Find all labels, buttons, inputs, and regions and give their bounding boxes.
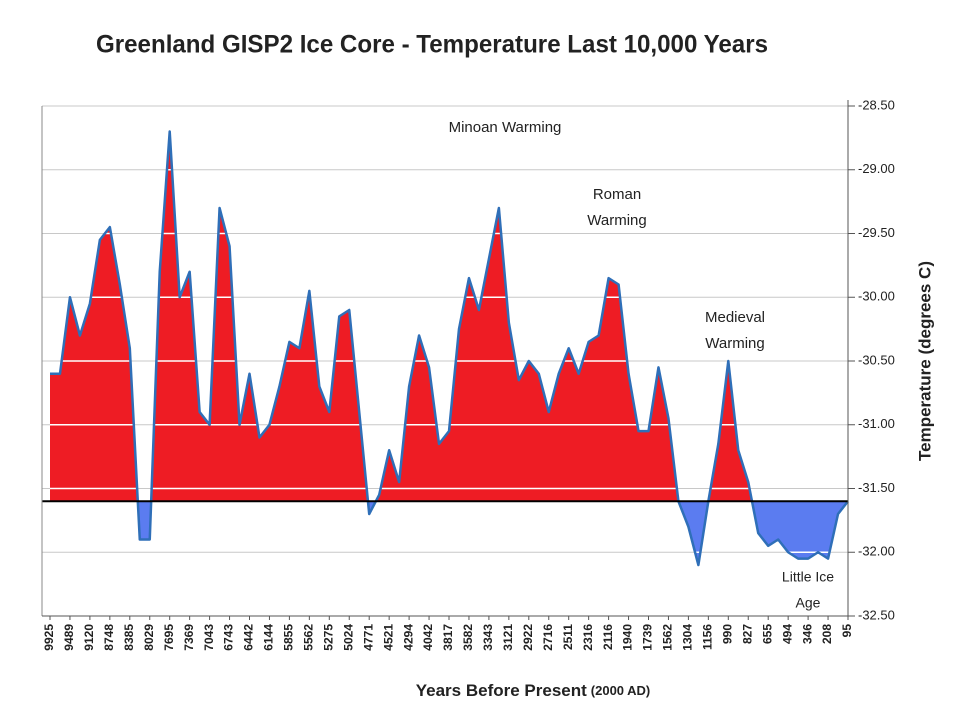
x-tick-label: 1562 xyxy=(661,624,675,651)
y-tick-label: -32.50 xyxy=(858,607,895,622)
x-tick-label: 2511 xyxy=(561,624,575,650)
x-tick-label: 5562 xyxy=(302,624,316,651)
x-tick-label: 5275 xyxy=(321,624,335,651)
x-tick-label: 1739 xyxy=(641,624,655,651)
x-tick-label: 827 xyxy=(740,624,754,644)
x-tick-label: 2116 xyxy=(601,624,615,650)
x-tick-label: 346 xyxy=(800,624,814,644)
annotation: Little Ice xyxy=(782,569,834,585)
y-tick-label: -31.50 xyxy=(858,480,895,495)
x-tick-label: 9489 xyxy=(62,624,76,651)
y-tick-label: -29.50 xyxy=(858,225,895,240)
y-axis-title: Temperature (degrees C) xyxy=(915,261,934,461)
x-tick-label: 7695 xyxy=(162,624,176,651)
x-tick-label: 1156 xyxy=(701,624,715,650)
x-tick-label: 494 xyxy=(780,624,794,644)
x-tick-label: 9120 xyxy=(82,624,96,651)
x-axis-note: (2000 AD) xyxy=(591,683,650,698)
x-tick-label: 3121 xyxy=(501,624,515,651)
x-tick-label: 4771 xyxy=(361,624,375,651)
temperature-line xyxy=(50,130,849,567)
x-tick-label: 5024 xyxy=(341,624,355,651)
annotation: Warming xyxy=(587,212,646,229)
area-below xyxy=(50,501,848,565)
chart-title: Greenland GISP2 Ice Core - Temperature L… xyxy=(96,31,768,59)
x-tick-label: 95 xyxy=(840,624,854,638)
x-tick-label: 3343 xyxy=(481,624,495,651)
y-tick-label: -29.00 xyxy=(858,161,895,176)
y-tick-label: -30.00 xyxy=(858,289,895,304)
x-tick-label: 2716 xyxy=(541,624,555,651)
x-tick-label: 208 xyxy=(820,624,834,644)
y-tick-label: -31.00 xyxy=(858,416,895,431)
x-tick-label: 2922 xyxy=(521,624,535,651)
x-tick-label: 3582 xyxy=(461,624,475,651)
x-tick-label: 7369 xyxy=(182,624,196,651)
x-tick-label: 7043 xyxy=(202,624,216,651)
x-tick-label: 8748 xyxy=(102,624,116,651)
y-tick-label: -30.50 xyxy=(858,352,895,367)
x-axis-title: Years Before Present (2000 AD) xyxy=(416,681,651,700)
x-tick-label: 4294 xyxy=(401,624,415,651)
annotation: Medieval xyxy=(705,309,765,326)
x-tick-label: 1940 xyxy=(621,624,635,651)
x-tick-label: 4521 xyxy=(381,624,395,651)
x-tick-label: 6743 xyxy=(222,624,236,651)
x-tick-label: 3817 xyxy=(441,624,455,651)
y-tick-label: -32.00 xyxy=(858,544,895,559)
annotation: Age xyxy=(796,595,821,611)
x-tick-label: 9925 xyxy=(42,624,56,651)
annotation: Warming xyxy=(705,335,764,352)
area-above xyxy=(50,131,848,502)
annotation: Minoan Warming xyxy=(449,119,562,136)
annotation: Roman xyxy=(593,186,641,203)
x-tick-label: 4042 xyxy=(421,624,435,651)
x-axis-label: Years Before Present xyxy=(416,681,587,700)
x-tick-label: 8385 xyxy=(122,624,136,651)
x-tick-label: 5855 xyxy=(282,624,296,651)
x-tick-label: 6442 xyxy=(242,624,256,651)
x-tick-label: 8029 xyxy=(142,624,156,651)
x-tick-label: 1304 xyxy=(681,624,695,651)
x-tick-label: 990 xyxy=(720,624,734,644)
x-tick-label: 6144 xyxy=(262,624,276,651)
x-tick-label: 2316 xyxy=(581,624,595,651)
y-tick-label: -28.50 xyxy=(858,97,895,112)
x-tick-label: 655 xyxy=(760,624,774,644)
